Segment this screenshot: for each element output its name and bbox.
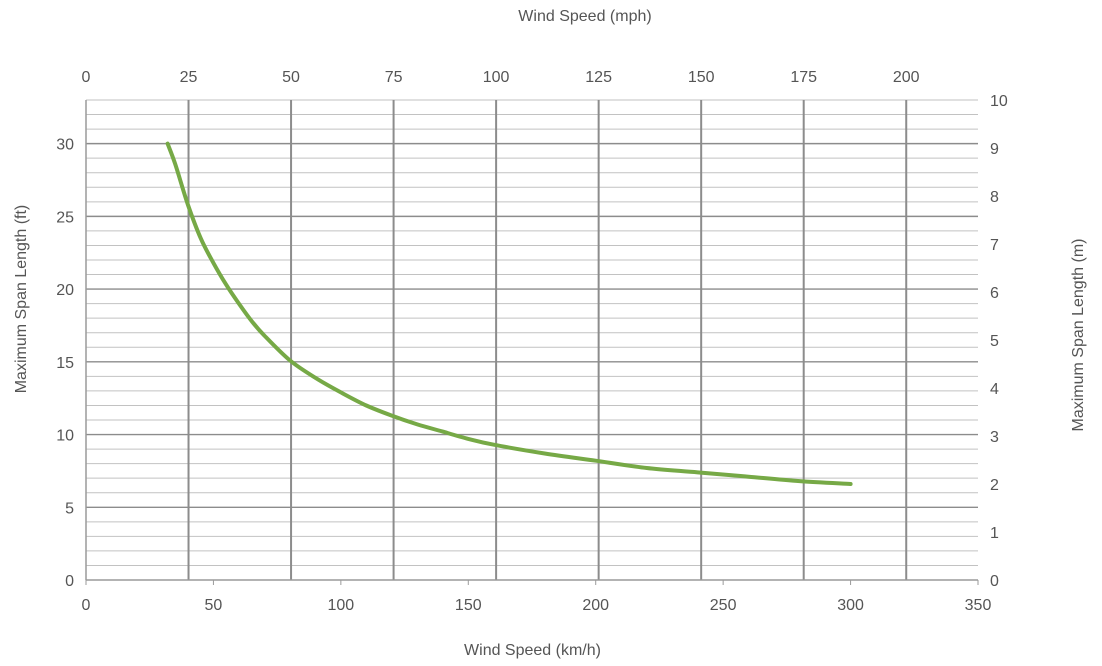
right-tick-label: 3 — [990, 429, 999, 446]
right-axis-title: Maximum Span Length (m) — [1070, 238, 1087, 432]
right-tick-label: 4 — [990, 381, 999, 398]
left-tick-label: 30 — [56, 137, 74, 154]
right-tick-label: 5 — [990, 333, 999, 350]
top-tick-label: 0 — [82, 69, 91, 86]
top-tick-label: 25 — [180, 69, 198, 86]
right-tick-label: 0 — [990, 573, 999, 590]
top-axis-title: Wind Speed (mph) — [518, 8, 652, 25]
bottom-tick-label: 100 — [328, 597, 355, 614]
right-tick-label: 10 — [990, 93, 1008, 110]
bottom-tick-label: 0 — [82, 597, 91, 614]
top-tick-label: 75 — [385, 69, 403, 86]
bottom-tick-label: 50 — [205, 597, 223, 614]
minor-grid — [86, 99, 978, 566]
top-tick-label: 50 — [282, 69, 300, 86]
right-tick-label: 7 — [990, 237, 999, 254]
right-tick-label: 1 — [990, 525, 999, 542]
bottom-tick-label: 200 — [582, 597, 609, 614]
left-tick-label: 0 — [65, 573, 74, 590]
top-tick-label: 125 — [585, 69, 612, 86]
series-layer — [165, 141, 853, 486]
left-tick-label: 20 — [56, 282, 74, 299]
bottom-axis-title: Wind Speed (km/h) — [464, 642, 601, 659]
bottom-tick-label: 250 — [710, 597, 737, 614]
axes — [85, 100, 979, 585]
major-grid — [86, 100, 978, 580]
left-tick-label: 15 — [56, 355, 74, 372]
left-tick-label: 25 — [56, 209, 74, 226]
top-tick-label: 200 — [893, 69, 920, 86]
bottom-tick-label: 150 — [455, 597, 482, 614]
right-tick-label: 6 — [990, 285, 999, 302]
left-tick-label: 5 — [65, 500, 74, 517]
right-tick-label: 9 — [990, 141, 999, 158]
span-curve-line — [165, 141, 853, 486]
top-tick-label: 150 — [688, 69, 715, 86]
bottom-tick-label: 300 — [837, 597, 864, 614]
left-axis-title: Maximum Span Length (ft) — [13, 204, 30, 394]
top-tick-label: 100 — [483, 69, 510, 86]
top-tick-label: 175 — [790, 69, 817, 86]
right-tick-label: 2 — [990, 477, 999, 494]
right-tick-label: 8 — [990, 189, 999, 206]
bottom-tick-label: 350 — [965, 597, 992, 614]
left-tick-label: 10 — [56, 428, 74, 445]
